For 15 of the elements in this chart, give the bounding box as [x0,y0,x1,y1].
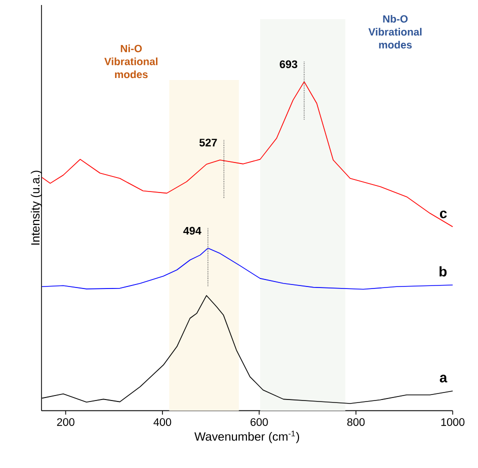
x-tick-label: 600 [250,418,268,426]
x-tick-label: 200 [57,418,74,426]
y-axis-title: Intensity (u.a.) [30,170,42,245]
series-label: b [440,266,447,276]
x-tick-label: 400 [154,418,172,426]
band-label: Nb-O Vibrational modes [368,14,422,49]
annotation: 527 [199,138,217,146]
series-label: c [440,210,447,218]
band-label: Ni-O Vibrational modes [104,44,158,78]
annotation: 494 [183,226,202,235]
annotation: 693 [280,60,298,68]
x-tick-label: 800 [347,418,365,426]
x-axis-title: Wavenumber (cm$^{-1}$) [194,430,300,444]
series-label: a [440,374,448,382]
x-tick-label: 1000 [441,418,464,426]
